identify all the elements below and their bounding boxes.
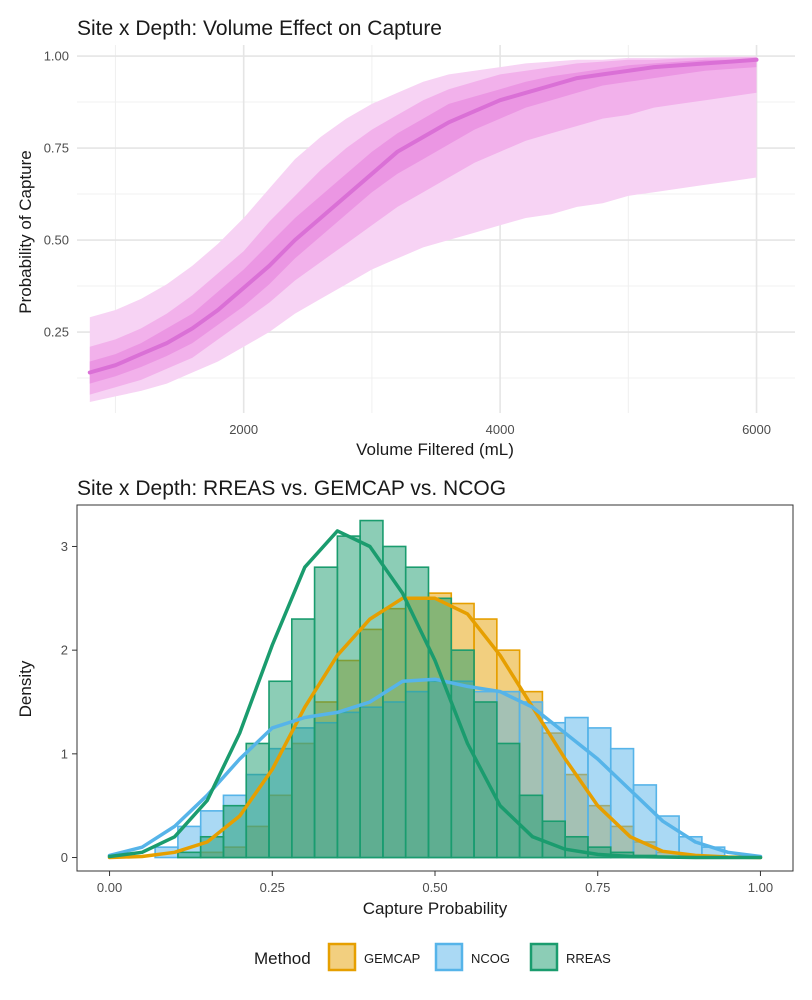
top-median-line	[87, 57, 759, 375]
top-y-tick-label: 1.00	[44, 49, 69, 64]
histogram-bar	[427, 597, 453, 859]
top-credible-bands	[89, 56, 757, 403]
median-line	[87, 57, 759, 375]
histogram-rreas	[177, 519, 658, 859]
top-x-tick-label: 4000	[486, 422, 515, 437]
density-line-gemcap	[107, 596, 763, 860]
credible-band-middle	[89, 57, 757, 395]
histogram-bar	[564, 835, 589, 859]
bottom-y-tick-label: 2	[61, 643, 68, 658]
bottom-density-lines	[107, 529, 763, 860]
bottom-y-tick-label: 0	[61, 850, 68, 865]
histogram-bar	[336, 535, 361, 859]
bottom-y-tick-label: 3	[61, 539, 68, 554]
legend-label: RREAS	[566, 951, 611, 966]
density-line-rreas	[107, 529, 763, 860]
bottom-x-tick-label: 0.25	[260, 880, 285, 895]
legend-swatch	[529, 942, 559, 972]
top-y-tick-label: 0.25	[44, 325, 69, 340]
histogram-bar	[359, 519, 384, 859]
top-panel: Site x Depth: Volume Effect on Capture 2…	[16, 17, 795, 459]
credible-band-inner	[89, 58, 757, 384]
legend-items: GEMCAP NCOG RREAS	[327, 942, 611, 972]
bottom-y-axis-label: Density	[16, 660, 35, 717]
bottom-x-tick-label: 1.00	[748, 880, 773, 895]
histogram-bar	[177, 851, 202, 859]
legend-swatch	[327, 942, 357, 972]
histogram-bar	[496, 742, 521, 859]
legend-swatch	[434, 942, 464, 972]
bottom-y-tick-label: 1	[61, 746, 68, 761]
bottom-x-axis-label: Capture Probability	[363, 899, 508, 918]
histogram-bar	[541, 820, 566, 859]
top-tick-labels: 2000 4000 6000 0.25 0.50 0.75 1.00	[44, 49, 771, 437]
legend-item-gemcap: GEMCAP	[327, 942, 420, 972]
bottom-chart-title: Site x Depth: RREAS vs. GEMCAP vs. NCOG	[77, 477, 506, 500]
bottom-x-tick-label: 0.50	[422, 880, 447, 895]
top-x-axis-label: Volume Filtered (mL)	[356, 440, 514, 459]
bottom-tick-labels: 0.00 0.25 0.50 0.75 1.00 0 1 2 3	[61, 539, 773, 895]
legend: Method GEMCAP NCOG RREAS	[254, 942, 611, 972]
top-y-tick-label: 0.50	[44, 233, 69, 248]
density-line-ncog	[107, 677, 763, 859]
bottom-x-tick-label: 0.75	[585, 880, 610, 895]
histogram-bar	[450, 649, 475, 859]
top-x-tick-label: 2000	[229, 422, 258, 437]
top-y-axis-label: Probability of Capture	[16, 150, 35, 313]
bottom-panel: Site x Depth: RREAS vs. GEMCAP vs. NCOG …	[16, 477, 794, 918]
histogram-bar	[609, 747, 635, 859]
top-y-tick-label: 0.75	[44, 141, 69, 156]
legend-title: Method	[254, 949, 311, 968]
legend-label: GEMCAP	[364, 951, 420, 966]
bottom-x-tick-label: 0.00	[97, 880, 122, 895]
histogram-bar	[587, 727, 612, 859]
legend-item-rreas: RREAS	[529, 942, 611, 972]
legend-label: NCOG	[471, 951, 510, 966]
top-chart-title: Site x Depth: Volume Effect on Capture	[77, 17, 442, 40]
legend-item-ncog: NCOG	[434, 942, 510, 972]
credible-band-outer	[89, 56, 757, 403]
histogram-bar	[290, 618, 316, 859]
top-x-tick-label: 6000	[742, 422, 771, 437]
